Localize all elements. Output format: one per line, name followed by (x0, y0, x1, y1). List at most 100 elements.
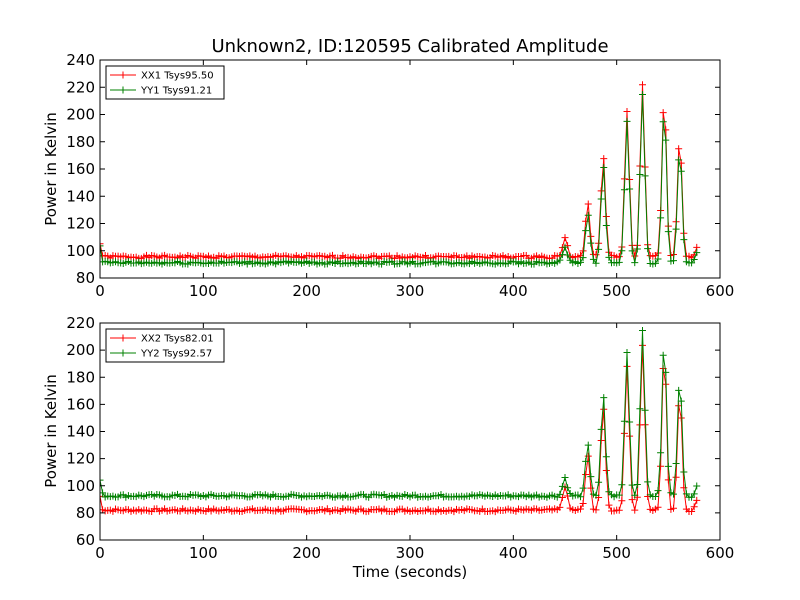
bottom-plot-series-2-point (639, 327, 646, 335)
bottom-plot-legend: XX2 Tsys82.01 YY2 Tsys92.57 (105, 328, 225, 363)
top-plot-series-2-point (602, 221, 610, 229)
bottom-plot-x-tick-label: 600 (706, 544, 735, 562)
top-plot-x-tick-label: 600 (706, 282, 735, 300)
bottom-plot-series-2-markers (100, 327, 701, 501)
top-plot-y-tick-label: 160 (66, 160, 95, 178)
top-plot-y-tick-label: 80 (76, 269, 95, 287)
top-plot-legend-label-2: YY1 Tsys91.21 (140, 86, 212, 97)
top-plot-x-tick-label: 100 (189, 282, 218, 300)
top-plot-series-2-point (664, 228, 672, 236)
bottom-plot-series-2-point (561, 473, 569, 481)
top-plot-series-1-point (631, 252, 639, 260)
top-plot-series-2-point (675, 156, 683, 164)
bottom-plot-series-1-point (592, 506, 600, 514)
bottom-plot-series-1-point (688, 507, 696, 515)
top-plot-y-tick-label: 220 (66, 78, 95, 96)
bottom-plot-series-1-point (631, 506, 639, 514)
bottom-plot-series-2-point (623, 348, 631, 356)
top-plot-series-2-point (693, 249, 701, 257)
bottom-plot-series-1-point (556, 503, 564, 511)
bottom-plot-panel: 0 100 200 300 400 500 600 60 80 100 120 140 160 180 20… (42, 314, 734, 581)
top-plot-series-2-point (626, 185, 634, 193)
bottom-plot-y-tick-label: 160 (66, 395, 95, 413)
top-plot-y-tick-label: 180 (66, 133, 95, 151)
bottom-plot-series-1-point (615, 506, 623, 514)
top-plot-y-axis-label: Power in Kelvin (42, 112, 60, 226)
bottom-plot-series-2-point (582, 457, 590, 465)
bottom-plot-legend-marker-2 (119, 349, 127, 357)
bottom-plot-legend-box (105, 328, 225, 363)
bottom-plot-series-2-point (675, 386, 683, 394)
bottom-plot-y-tick-label: 220 (66, 314, 95, 332)
top-plot-series-2-markers (100, 90, 701, 268)
bottom-plot-x-tick-label: 300 (396, 544, 425, 562)
top-plot-series-2-point (636, 170, 644, 178)
bottom-plot-series-2-point (662, 368, 670, 376)
top-plot-series-2-point (600, 163, 608, 171)
bottom-plot-series-2-point (602, 453, 610, 461)
bottom-plot-y-tick-label: 140 (66, 423, 95, 441)
bottom-plot-legend-label-1: XX2 Tsys82.01 (141, 334, 214, 345)
bottom-plot-series-2-point (558, 482, 566, 490)
bottom-plot-series-2-point (672, 459, 680, 467)
bottom-plot-series-2-point (636, 405, 644, 413)
bottom-plot-series-2-point (615, 491, 623, 499)
top-plot-series-2-point (631, 259, 639, 267)
top-plot-series-2-point (618, 247, 626, 255)
top-plot-x-tick-label: 500 (602, 282, 631, 300)
top-plot-series-2-point (633, 245, 641, 253)
bottom-plot-series-2-point (644, 478, 652, 486)
top-plot-series-2-point (670, 257, 677, 265)
top-plot-series-2-point (615, 258, 623, 266)
top-plot-legend-marker-1 (119, 71, 127, 79)
bottom-plot-series-1-point (693, 496, 701, 504)
bottom-plot-x-tick-label: 200 (292, 544, 321, 562)
top-plot-series-2-point (587, 239, 595, 247)
top-plot-series-2-point (639, 90, 646, 98)
top-plot-x-tick-label: 400 (499, 282, 528, 300)
top-plot-series-1-point (582, 217, 590, 225)
bottom-plot-series-1-point (664, 476, 672, 484)
bottom-plot-series-1-line (100, 345, 698, 513)
top-plot-series-2-point (577, 258, 584, 266)
top-plot-series-2-point (595, 245, 603, 253)
top-plot-series-2-point (100, 242, 104, 250)
bottom-plot-series-2-point (626, 418, 634, 426)
top-plot-series-2-point (657, 214, 665, 222)
bottom-plot-series-1-point (587, 484, 595, 492)
top-plot-series-1-point (659, 109, 667, 117)
bottom-plot-y-tick-label: 180 (66, 368, 95, 386)
bottom-plot-y-tick-label: 200 (66, 341, 95, 359)
top-plot-legend-box (105, 65, 225, 100)
top-plot-series-2-point (654, 255, 662, 263)
top-plot-series-1-point (584, 200, 592, 208)
bottom-plot-series-2-point (628, 481, 636, 489)
top-plot-y-tick-label: 240 (66, 51, 95, 69)
bottom-plot-legend-marker-1 (119, 334, 127, 342)
top-plot-series-2-point (582, 227, 590, 235)
bottom-plot-series-2-point (579, 484, 587, 492)
bottom-plot-series-2-point (600, 394, 608, 402)
bottom-plot-x-tick-label: 0 (95, 544, 105, 562)
bottom-plot-series-2-point (584, 441, 592, 449)
bottom-plot-series-1-point (654, 503, 662, 511)
bottom-plot-series-2-point (657, 449, 665, 457)
bottom-plot-series-1-point (582, 470, 590, 478)
top-plot-series-1-point (600, 155, 608, 163)
bottom-plot-marks (100, 327, 701, 516)
figure-title: Unknown2, ID:120595 Calibrated Amplitude (211, 36, 608, 57)
bottom-plot-series-1-markers (100, 341, 701, 516)
bottom-plot-series-2-point (631, 491, 639, 499)
bottom-plot-series-1-point (628, 496, 636, 504)
top-plot-x-tick-label: 300 (396, 282, 425, 300)
bottom-plot-series-1-point (618, 497, 626, 505)
bottom-plot-y-tick-label: 100 (66, 477, 95, 495)
bottom-plot-y-tick-label: 120 (66, 450, 95, 468)
bottom-plot-x-tick-label: 100 (189, 544, 218, 562)
bottom-plot-x-axis-label: Time (seconds) (352, 563, 468, 581)
top-plot-series-2-point (680, 236, 688, 244)
top-plot-series-2-line (100, 94, 698, 265)
top-plot-series-1-point (623, 107, 631, 115)
bottom-plot-series-2-point (577, 493, 584, 501)
